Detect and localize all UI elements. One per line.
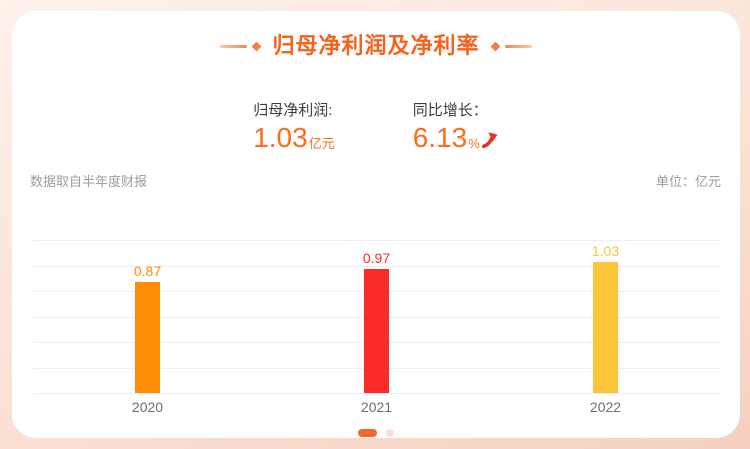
bar-2022	[593, 261, 618, 393]
pagination-dot-2[interactable]	[386, 429, 394, 437]
rise-arrow-icon	[481, 130, 499, 154]
x-axis-label: 2021	[360, 399, 393, 415]
stat-yoy-growth-value: 6.13 %	[413, 124, 499, 152]
stats-row: 归母净利润: 1.03 亿元 同比增长： 6.13 %	[12, 99, 740, 152]
bar-column-2021: 0.97	[262, 240, 491, 393]
carousel-pagination	[12, 429, 740, 437]
bar-2020	[135, 282, 160, 393]
report-card: 归母净利润及净利率 归母净利润: 1.03 亿元 同比增长： 6.13 %	[12, 11, 740, 438]
chart-plot-area: 0.87 0.97 1.03	[33, 240, 720, 394]
bar-2021	[364, 269, 389, 393]
decor-line-icon	[220, 44, 248, 48]
decor-diamond-icon	[490, 41, 500, 51]
decor-line-icon	[504, 44, 532, 48]
decor-diamond-icon	[252, 41, 262, 51]
x-axis-labels: 2020 2021 2022	[33, 399, 720, 415]
bar-column-2022: 1.03	[491, 240, 720, 393]
meta-row: 数据取自半年度财报 单位：亿元	[12, 171, 740, 190]
stat-net-profit: 归母净利润: 1.03 亿元	[253, 99, 335, 152]
title-decor-left	[220, 41, 262, 51]
bar-value-label: 0.97	[362, 250, 391, 267]
title-decor-right	[490, 41, 532, 51]
stat-yoy-growth-label: 同比增长：	[412, 102, 488, 119]
bar-chart: 0.87 0.97 1.03 2020 2021 2022	[33, 240, 720, 415]
bar-value-label: 1.03	[591, 242, 620, 259]
x-axis-label: 2020	[131, 399, 164, 415]
gridline	[33, 240, 720, 241]
stat-net-profit-label: 归母净利润:	[253, 102, 333, 119]
gridline	[33, 265, 720, 267]
x-axis-label: 2022	[589, 399, 622, 415]
page-title: 归母净利润及净利率	[272, 33, 480, 58]
stat-net-profit-number: 1.03	[253, 122, 308, 153]
stat-yoy-growth: 同比增长： 6.13 %	[413, 99, 499, 152]
pagination-dot-1[interactable]	[358, 429, 377, 437]
stat-net-profit-value: 1.03 亿元	[253, 124, 335, 152]
stat-yoy-growth-number: 6.13	[412, 122, 468, 153]
stat-net-profit-unit: 亿元	[308, 136, 335, 151]
data-source-note: 数据取自半年度财报	[30, 174, 148, 189]
unit-note: 单位：亿元	[655, 174, 721, 189]
bar-column-2020: 0.87	[33, 240, 262, 393]
section-header: 归母净利润及净利率	[12, 11, 740, 59]
bar-value-label: 0.87	[133, 263, 162, 280]
gridline	[33, 393, 720, 394]
stat-yoy-growth-unit: %	[468, 136, 480, 151]
